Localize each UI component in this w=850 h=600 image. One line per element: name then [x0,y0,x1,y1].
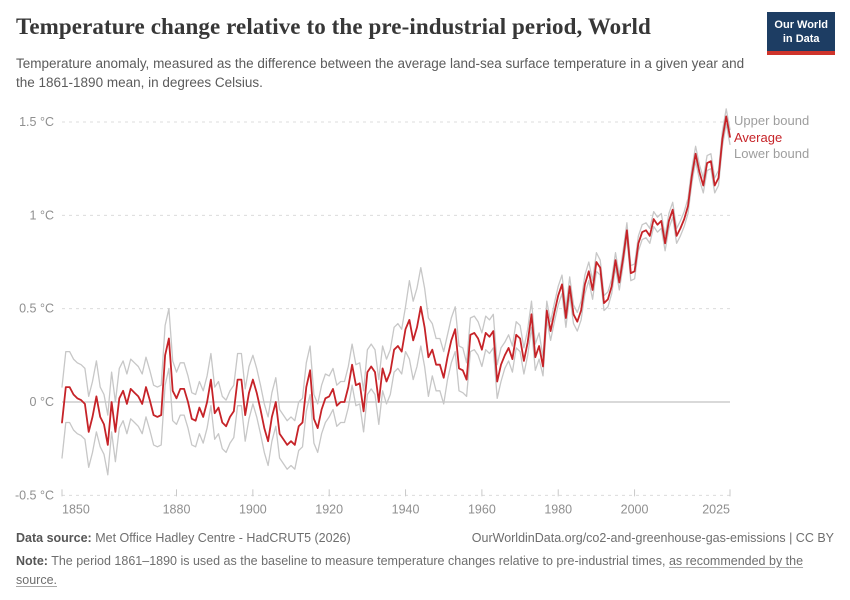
legend-label-lower-bound: Lower bound [734,146,810,161]
series-path-upper-bound [61,108,731,422]
series-path-lower-bound [61,123,731,476]
y-axis-tick-label: 1 °C [30,208,54,222]
citation: OurWorldinData.org/co2-and-greenhouse-ga… [472,531,834,545]
y-axis-tick-label: -0.5 °C [15,488,54,502]
legend-label-upper-bound: Upper bound [734,113,810,128]
x-axis-tick-label: 1940 [392,502,420,516]
y-axis-tick-label: 0 °C [30,395,54,409]
owid-logo-line1: Our World [774,19,828,31]
x-axis-tick-label: 2000 [621,502,649,516]
data-source-label: Data source: [16,531,92,545]
legend-label-average: Average [734,129,783,145]
footnote: Note: The period 1861–1890 is used as th… [16,552,832,590]
citation-license: | CC BY [785,531,834,545]
owid-logo[interactable]: Our World in Data [767,12,835,55]
chart-subtitle: Temperature anomaly, measured as the dif… [16,56,745,91]
x-axis-tick-label: 2025 [702,502,730,516]
y-axis-tick-label: 0.5 °C [19,302,54,316]
data-source: Data source: Met Office Hadley Centre - … [16,531,351,545]
legend-item-lower-bound[interactable]: Lower bound [734,146,809,163]
x-axis-tick-label: 1960 [468,502,496,516]
page-title: Temperature change relative to the pre-i… [16,14,651,39]
temperature-line-chart: -0.5 °C 0 °C 0.5 °C 1 °C 1.5 °C 1850 1880 1900 1… [15,108,731,516]
footnote-source-link[interactable]: as recommended by the source. [16,554,804,587]
footer-source-row: Data source: Met Office Hadley Centre - … [16,531,834,545]
footnote-label: Note: [16,554,48,568]
x-axis-tick-label: 1850 [62,502,90,516]
legend-item-upper-bound[interactable]: Upper bound [734,113,809,130]
chart-legend: Upper bound Average Lower bound [734,113,809,163]
x-axis-tick-label: 1880 [163,502,191,516]
legend-item-average[interactable]: Average [734,130,809,147]
x-axis-tick-label: 1900 [239,502,267,516]
owid-logo-line2: in Data [782,33,820,46]
citation-url[interactable]: OurWorldinData.org/co2-and-greenhouse-ga… [471,531,786,545]
x-axis-tick-label: 1980 [544,502,572,516]
data-source-value: Met Office Hadley Centre - HadCRUT5 (202… [95,531,351,545]
x-axis-tick-label: 1920 [315,502,343,516]
footnote-text: The period 1861–1890 is used as the base… [51,554,666,568]
y-axis-tick-label: 1.5 °C [19,115,54,129]
series-path-average [61,115,731,446]
